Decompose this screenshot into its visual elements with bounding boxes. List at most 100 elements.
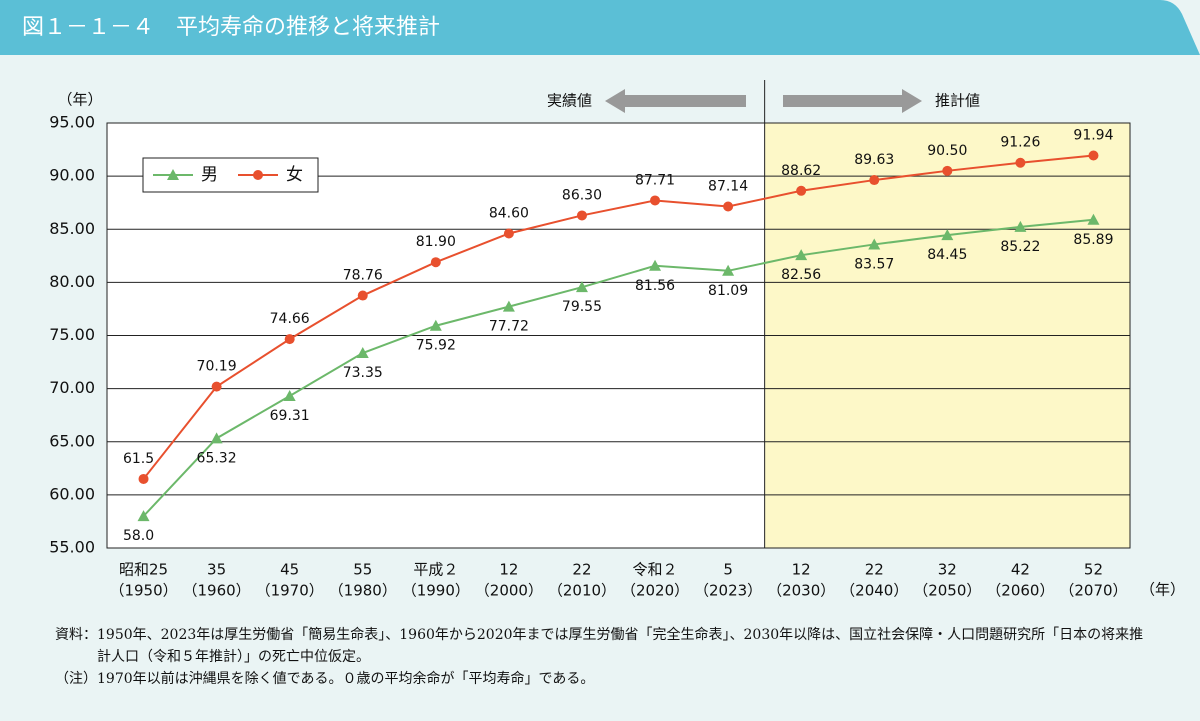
- data-label: 81.09: [708, 283, 748, 299]
- marker: [430, 257, 441, 268]
- x-tick-label: （1990）: [402, 582, 470, 600]
- data-label: 86.30: [562, 187, 602, 203]
- x-tick-label: 52: [1084, 561, 1103, 579]
- data-label: 85.89: [1073, 232, 1113, 248]
- x-tick-label: 12: [499, 561, 518, 579]
- marker: [137, 510, 150, 522]
- data-label: 75.92: [416, 338, 456, 354]
- legend-label: 男: [201, 165, 218, 185]
- y-tick-label: 70.00: [49, 378, 95, 397]
- data-label: 87.71: [635, 172, 675, 188]
- marker: [210, 432, 223, 444]
- note-text: 1970年以前は沖縄県を除く値である。０歳の平均余命が「平均寿命」である。: [97, 671, 595, 687]
- y-tick-label: 65.00: [49, 431, 95, 450]
- data-label: 89.63: [854, 152, 894, 168]
- x-tick-label: 45: [280, 561, 299, 579]
- marker: [795, 249, 808, 261]
- data-label: 77.72: [489, 319, 529, 335]
- x-tick-label: （1950）: [109, 582, 177, 600]
- marker: [1088, 150, 1099, 161]
- x-tick-label: 5: [723, 561, 733, 579]
- marker: [1014, 220, 1027, 232]
- marker: [796, 185, 807, 196]
- marker: [357, 290, 368, 301]
- marker: [1087, 213, 1100, 225]
- data-label: 81.56: [635, 278, 675, 294]
- marker: [576, 210, 587, 221]
- y-tick-label: 80.00: [49, 272, 95, 291]
- series-line: [142, 154, 1094, 480]
- data-label: 85.22: [1000, 239, 1040, 255]
- data-label: 87.14: [708, 179, 748, 195]
- marker: [502, 300, 515, 312]
- y-tick-label: 55.00: [49, 538, 95, 557]
- data-label: 84.60: [489, 206, 529, 222]
- y-tick-label: 75.00: [49, 325, 95, 344]
- y-tick-label: 95.00: [49, 113, 95, 132]
- x-tick-label: 22: [572, 561, 591, 579]
- x-tick-label: 12: [792, 561, 811, 579]
- data-label: 84.45: [927, 247, 967, 263]
- x-tick-label: （2020）: [621, 582, 689, 600]
- marker: [942, 165, 953, 176]
- x-tick-label: （2070）: [1059, 582, 1127, 600]
- x-tick-label: 32: [938, 561, 957, 579]
- x-tick-label: 昭和25: [119, 561, 168, 579]
- data-label: 69.31: [270, 408, 310, 424]
- marker: [575, 281, 588, 293]
- note-text: 1950年、2023年は厚生労働省「簡易生命表」、1960年から2020年までは…: [97, 627, 1144, 665]
- note-label: 資料：: [55, 627, 97, 643]
- marker: [138, 473, 149, 484]
- marker: [284, 334, 295, 345]
- marker: [941, 229, 954, 241]
- marker: [869, 175, 880, 186]
- y-tick-label: 60.00: [49, 484, 95, 503]
- notes: 資料： 1950年、2023年は厚生労働省「簡易生命表」、1960年から2020年…: [55, 624, 1145, 690]
- x-unit: （年）: [1140, 581, 1185, 599]
- data-label: 88.62: [781, 163, 821, 179]
- series-line: [142, 218, 1094, 517]
- x-tick-label: （1970）: [256, 582, 324, 600]
- legend-label: 女: [286, 165, 303, 185]
- note: （注） 1970年以前は沖縄県を除く値である。０歳の平均余命が「平均寿命」である。: [55, 668, 1145, 690]
- x-tick-label: 22: [865, 561, 884, 579]
- marker: [650, 195, 661, 206]
- header-bar: [0, 0, 1200, 55]
- data-label: 81.90: [416, 234, 456, 250]
- x-tick-label: 35: [207, 561, 226, 579]
- data-label: 58.0: [123, 528, 154, 544]
- arrow-right: [783, 89, 922, 113]
- note-label: （注）: [55, 671, 97, 687]
- marker: [253, 170, 263, 180]
- marker: [868, 238, 881, 250]
- data-label: 90.50: [927, 143, 967, 159]
- data-label: 73.35: [343, 365, 383, 381]
- data-label: 74.66: [270, 311, 310, 327]
- data-label: 83.57: [854, 256, 894, 272]
- x-tick-label: （2060）: [986, 582, 1054, 600]
- data-label: 70.19: [197, 359, 237, 375]
- x-tick-label: 令和２: [633, 561, 678, 579]
- actual-label: 実績値: [547, 92, 592, 110]
- data-label: 82.56: [781, 267, 821, 283]
- x-tick-label: 55: [353, 561, 372, 579]
- x-tick-label: 平成２: [413, 561, 458, 579]
- y-unit: （年）: [57, 91, 102, 109]
- data-label: 65.32: [197, 450, 237, 466]
- chart-title: 図１－１－４ 平均寿命の推移と将来推計: [22, 15, 440, 40]
- marker: [167, 169, 179, 180]
- marker: [356, 347, 369, 359]
- marker: [211, 381, 222, 392]
- data-label: 91.94: [1073, 128, 1113, 144]
- x-tick-label: （2010）: [548, 582, 616, 600]
- data-label: 79.55: [562, 299, 602, 315]
- projection-label: 推計値: [935, 92, 980, 110]
- data-label: 78.76: [343, 268, 383, 284]
- x-tick-label: 42: [1011, 561, 1030, 579]
- marker: [1015, 157, 1026, 168]
- x-tick-label: （2000）: [475, 582, 543, 600]
- data-label: 61.5: [123, 451, 154, 467]
- x-tick-label: （1980）: [329, 582, 397, 600]
